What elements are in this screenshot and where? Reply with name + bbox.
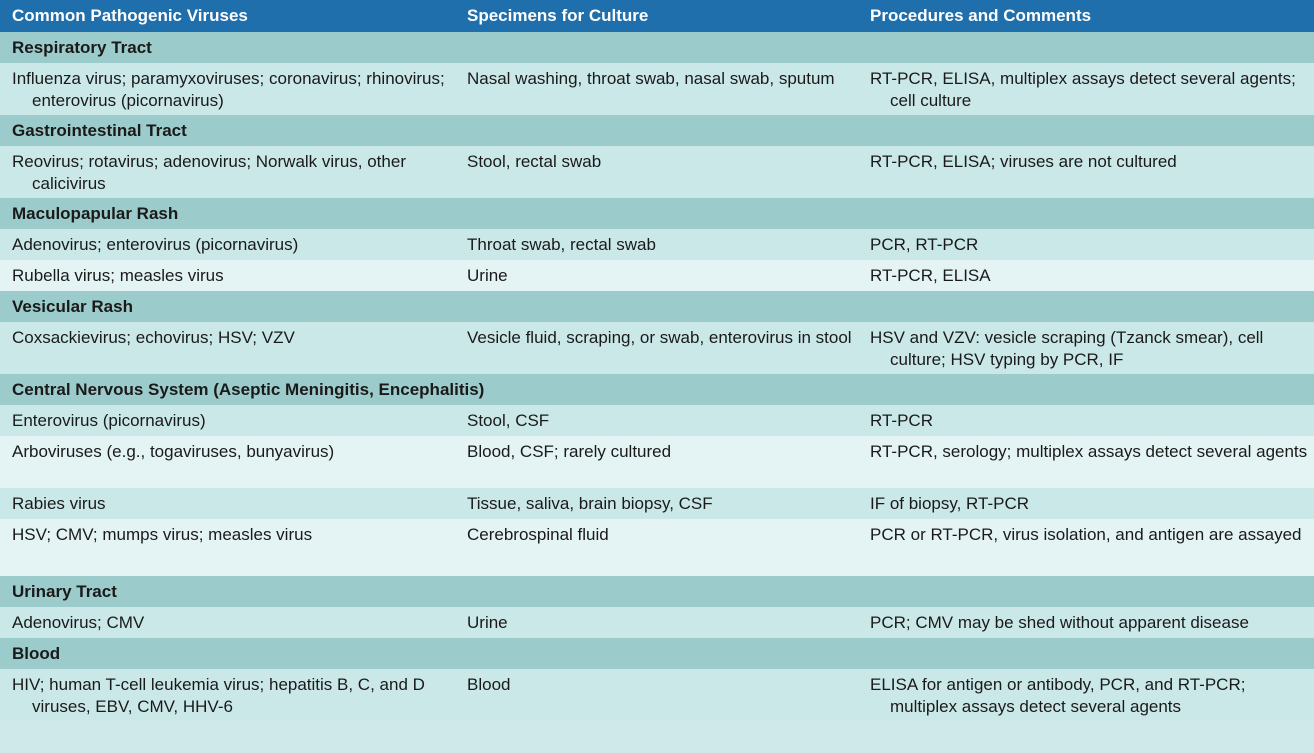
- table-row: Influenza virus; paramyxoviruses; corona…: [0, 63, 1314, 115]
- section-header: Maculopapular Rash: [0, 198, 1314, 229]
- section-header: Vesicular Rash: [0, 291, 1314, 322]
- cell-specimens: Urine: [455, 612, 858, 633]
- cell-procedures: RT-PCR, ELISA, multiplex assays detect s…: [858, 68, 1314, 110]
- cell-viruses-text: Adenovirus; CMV: [12, 613, 145, 632]
- section-title: Respiratory Tract: [12, 37, 152, 57]
- table-row: Rabies virus Tissue, saliva, brain biopsy…: [0, 488, 1314, 519]
- cell-specimens: Cerebrospinal fluid: [455, 524, 858, 571]
- cell-viruses-text: Rubella virus; measles virus: [12, 266, 224, 285]
- cell-procedures: RT-PCR, ELISA; viruses are not cultured: [858, 151, 1314, 193]
- section-header: Blood: [0, 638, 1314, 669]
- cell-specimens: Stool, CSF: [455, 410, 858, 431]
- cell-viruses: Arboviruses (e.g., togaviruses, bunyavir…: [0, 441, 455, 483]
- cell-viruses: Coxsackievirus; echovirus; HSV; VZV: [0, 327, 455, 369]
- table-header: Common Pathogenic Viruses Specimens for …: [0, 0, 1314, 32]
- cell-procedures: RT-PCR: [858, 410, 1314, 431]
- table-row: Arboviruses (e.g., togaviruses, bunyavir…: [0, 436, 1314, 488]
- cell-specimens-text: Urine: [467, 266, 508, 285]
- cell-specimens-text: Throat swab, rectal swab: [467, 235, 656, 254]
- cell-specimens-text: Tissue, saliva, brain biopsy, CSF: [467, 494, 713, 513]
- cell-viruses: HIV; human T-cell leukemia virus; hepati…: [0, 674, 455, 716]
- cell-procedures: PCR or RT-PCR, virus isolation, and anti…: [858, 524, 1314, 571]
- cell-specimens: Blood, CSF; rarely cultured: [455, 441, 858, 483]
- cell-viruses: Adenovirus; CMV: [0, 612, 455, 633]
- cell-procedures-text: HSV and VZV: vesicle scraping (Tzanck sm…: [870, 328, 1264, 369]
- section-title: Vesicular Rash: [12, 296, 133, 316]
- cell-specimens: Throat swab, rectal swab: [455, 234, 858, 255]
- cell-specimens: Vesicle fluid, scraping, or swab, entero…: [455, 327, 858, 369]
- cell-viruses-text: Coxsackievirus; echovirus; HSV; VZV: [12, 328, 295, 347]
- section-title: Central Nervous System (Aseptic Meningit…: [12, 379, 485, 399]
- cell-procedures-text: PCR, RT-PCR: [870, 235, 979, 254]
- section-header: Gastrointestinal Tract: [0, 115, 1314, 146]
- cell-viruses: Adenovirus; enterovirus (picornavirus): [0, 234, 455, 255]
- cell-specimens-text: Vesicle fluid, scraping, or swab, entero…: [467, 328, 852, 347]
- section-title: Blood: [12, 643, 61, 663]
- table-row: HIV; human T-cell leukemia virus; hepati…: [0, 669, 1314, 721]
- cell-viruses-text: Enterovirus (picornavirus): [12, 411, 206, 430]
- table-body: Respiratory Tract Influenza virus; paramy…: [0, 32, 1314, 721]
- cell-procedures: PCR, RT-PCR: [858, 234, 1314, 255]
- cell-viruses-text: Arboviruses (e.g., togaviruses, bunyavir…: [12, 442, 335, 461]
- cell-viruses-text: HIV; human T-cell leukemia virus; hepati…: [12, 675, 425, 716]
- section-header: Respiratory Tract: [0, 32, 1314, 63]
- table-row: Adenovirus; CMV Urine PCR; CMV may be shed…: [0, 607, 1314, 638]
- cell-viruses: Enterovirus (picornavirus): [0, 410, 455, 431]
- cell-specimens: Blood: [455, 674, 858, 716]
- cell-specimens-text: Blood: [467, 675, 511, 694]
- header-specimens: Specimens for Culture: [467, 6, 649, 25]
- cell-procedures-text: PCR or RT-PCR, virus isolation, and anti…: [870, 525, 1302, 544]
- table-row: Rubella virus; measles virus Urine RT-PCR,…: [0, 260, 1314, 291]
- table-row: Enterovirus (picornavirus) Stool, CSF RT-P…: [0, 405, 1314, 436]
- section-header: Urinary Tract: [0, 576, 1314, 607]
- header-procedures: Procedures and Comments: [870, 6, 1092, 25]
- cell-viruses: Influenza virus; paramyxoviruses; corona…: [0, 68, 455, 110]
- cell-specimens: Tissue, saliva, brain biopsy, CSF: [455, 493, 858, 514]
- virus-culture-table: Common Pathogenic Viruses Specimens for …: [0, 0, 1314, 721]
- cell-viruses-text: Rabies virus: [12, 494, 106, 513]
- header-viruses: Common Pathogenic Viruses: [12, 6, 248, 25]
- cell-procedures-text: RT-PCR, serology; multiplex assays detec…: [870, 442, 1308, 461]
- table-row: Coxsackievirus; echovirus; HSV; VZV Vesic…: [0, 322, 1314, 374]
- cell-specimens-text: Urine: [467, 613, 508, 632]
- cell-viruses-text: Reovirus; rotavirus; adenovirus; Norwalk…: [12, 152, 406, 193]
- cell-procedures: PCR; CMV may be shed without apparent di…: [858, 612, 1314, 633]
- cell-procedures-text: RT-PCR, ELISA; viruses are not cultured: [870, 152, 1177, 171]
- cell-specimens: Urine: [455, 265, 858, 286]
- cell-procedures-text: RT-PCR: [870, 411, 933, 430]
- cell-procedures-text: PCR; CMV may be shed without apparent di…: [870, 613, 1249, 632]
- cell-procedures: RT-PCR, ELISA: [858, 265, 1314, 286]
- table-row: HSV; CMV; mumps virus; measles virus Cere…: [0, 519, 1314, 576]
- cell-procedures-text: RT-PCR, ELISA, multiplex assays detect s…: [870, 69, 1296, 110]
- section-title: Urinary Tract: [12, 581, 117, 601]
- cell-viruses-text: HSV; CMV; mumps virus; measles virus: [12, 525, 313, 544]
- cell-procedures-text: IF of biopsy, RT-PCR: [870, 494, 1030, 513]
- section-header: Central Nervous System (Aseptic Meningit…: [0, 374, 1314, 405]
- cell-specimens-text: Stool, CSF: [467, 411, 550, 430]
- table-row: Adenovirus; enterovirus (picornavirus) Th…: [0, 229, 1314, 260]
- cell-specimens: Stool, rectal swab: [455, 151, 858, 193]
- cell-viruses: Rubella virus; measles virus: [0, 265, 455, 286]
- cell-procedures-text: RT-PCR, ELISA: [870, 266, 991, 285]
- cell-procedures: IF of biopsy, RT-PCR: [858, 493, 1314, 514]
- cell-specimens-text: Nasal washing, throat swab, nasal swab, …: [467, 69, 835, 88]
- cell-procedures-text: ELISA for antigen or antibody, PCR, and …: [870, 675, 1246, 716]
- cell-viruses-text: Influenza virus; paramyxoviruses; corona…: [12, 69, 445, 110]
- cell-viruses: HSV; CMV; mumps virus; measles virus: [0, 524, 455, 571]
- table-row: Reovirus; rotavirus; adenovirus; Norwalk…: [0, 146, 1314, 198]
- cell-specimens-text: Cerebrospinal fluid: [467, 525, 609, 544]
- cell-specimens: Nasal washing, throat swab, nasal swab, …: [455, 68, 858, 110]
- cell-procedures: HSV and VZV: vesicle scraping (Tzanck sm…: [858, 327, 1314, 369]
- cell-procedures: RT-PCR, serology; multiplex assays detec…: [858, 441, 1314, 483]
- cell-viruses: Rabies virus: [0, 493, 455, 514]
- cell-specimens-text: Blood, CSF; rarely cultured: [467, 442, 672, 461]
- section-title: Maculopapular Rash: [12, 203, 179, 223]
- cell-procedures: ELISA for antigen or antibody, PCR, and …: [858, 674, 1314, 716]
- cell-specimens-text: Stool, rectal swab: [467, 152, 602, 171]
- cell-viruses: Reovirus; rotavirus; adenovirus; Norwalk…: [0, 151, 455, 193]
- cell-viruses-text: Adenovirus; enterovirus (picornavirus): [12, 235, 299, 254]
- section-title: Gastrointestinal Tract: [12, 120, 187, 140]
